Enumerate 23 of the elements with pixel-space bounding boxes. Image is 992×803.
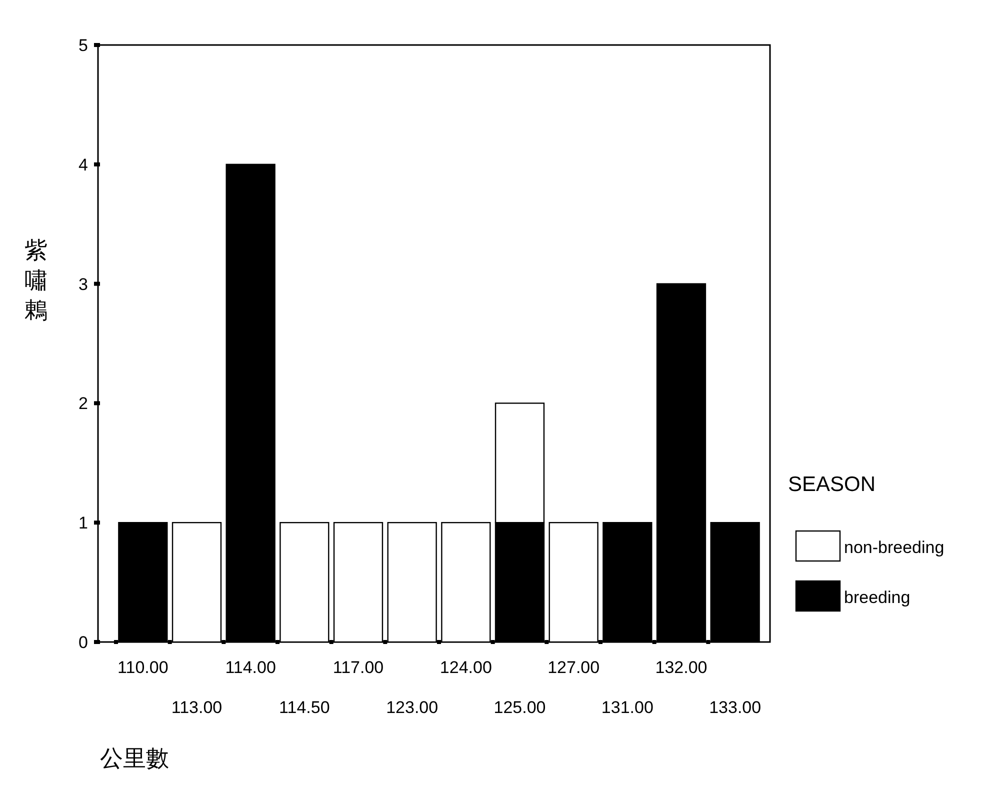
x-axis-title: 公里數 xyxy=(100,745,169,771)
x-tick-label: 125.00 xyxy=(494,698,546,717)
legend-title: SEASON xyxy=(788,473,876,496)
x-tick-label: 114.00 xyxy=(225,658,276,677)
x-tick-label: 132.00 xyxy=(655,658,708,677)
y-tick-label: 2 xyxy=(78,394,88,414)
y-tick-label: 1 xyxy=(78,514,88,533)
legend-label: breeding xyxy=(844,588,910,607)
x-tick-label: 113.00 xyxy=(171,698,222,717)
y-axis-title: 紫嘯鶇 xyxy=(24,237,48,323)
x-tick-label: 117.00 xyxy=(332,658,384,677)
y-tick-label: 0 xyxy=(78,633,88,652)
y-tick-label: 4 xyxy=(78,155,88,174)
x-tick-label: 123.00 xyxy=(386,698,438,717)
x-tick-label: 131.00 xyxy=(601,698,654,717)
x-tick-label: 124.00 xyxy=(440,658,492,677)
y-tick-label: 5 xyxy=(78,36,88,55)
x-tick-label: 110.00 xyxy=(118,658,168,677)
x-tick-label: 133.00 xyxy=(709,698,762,717)
y-tick-label: 3 xyxy=(78,274,88,294)
x-tick-label: 127.00 xyxy=(548,658,600,677)
legend-label: non-breeding xyxy=(844,538,944,557)
x-tick-label: 114.50 xyxy=(279,698,330,717)
